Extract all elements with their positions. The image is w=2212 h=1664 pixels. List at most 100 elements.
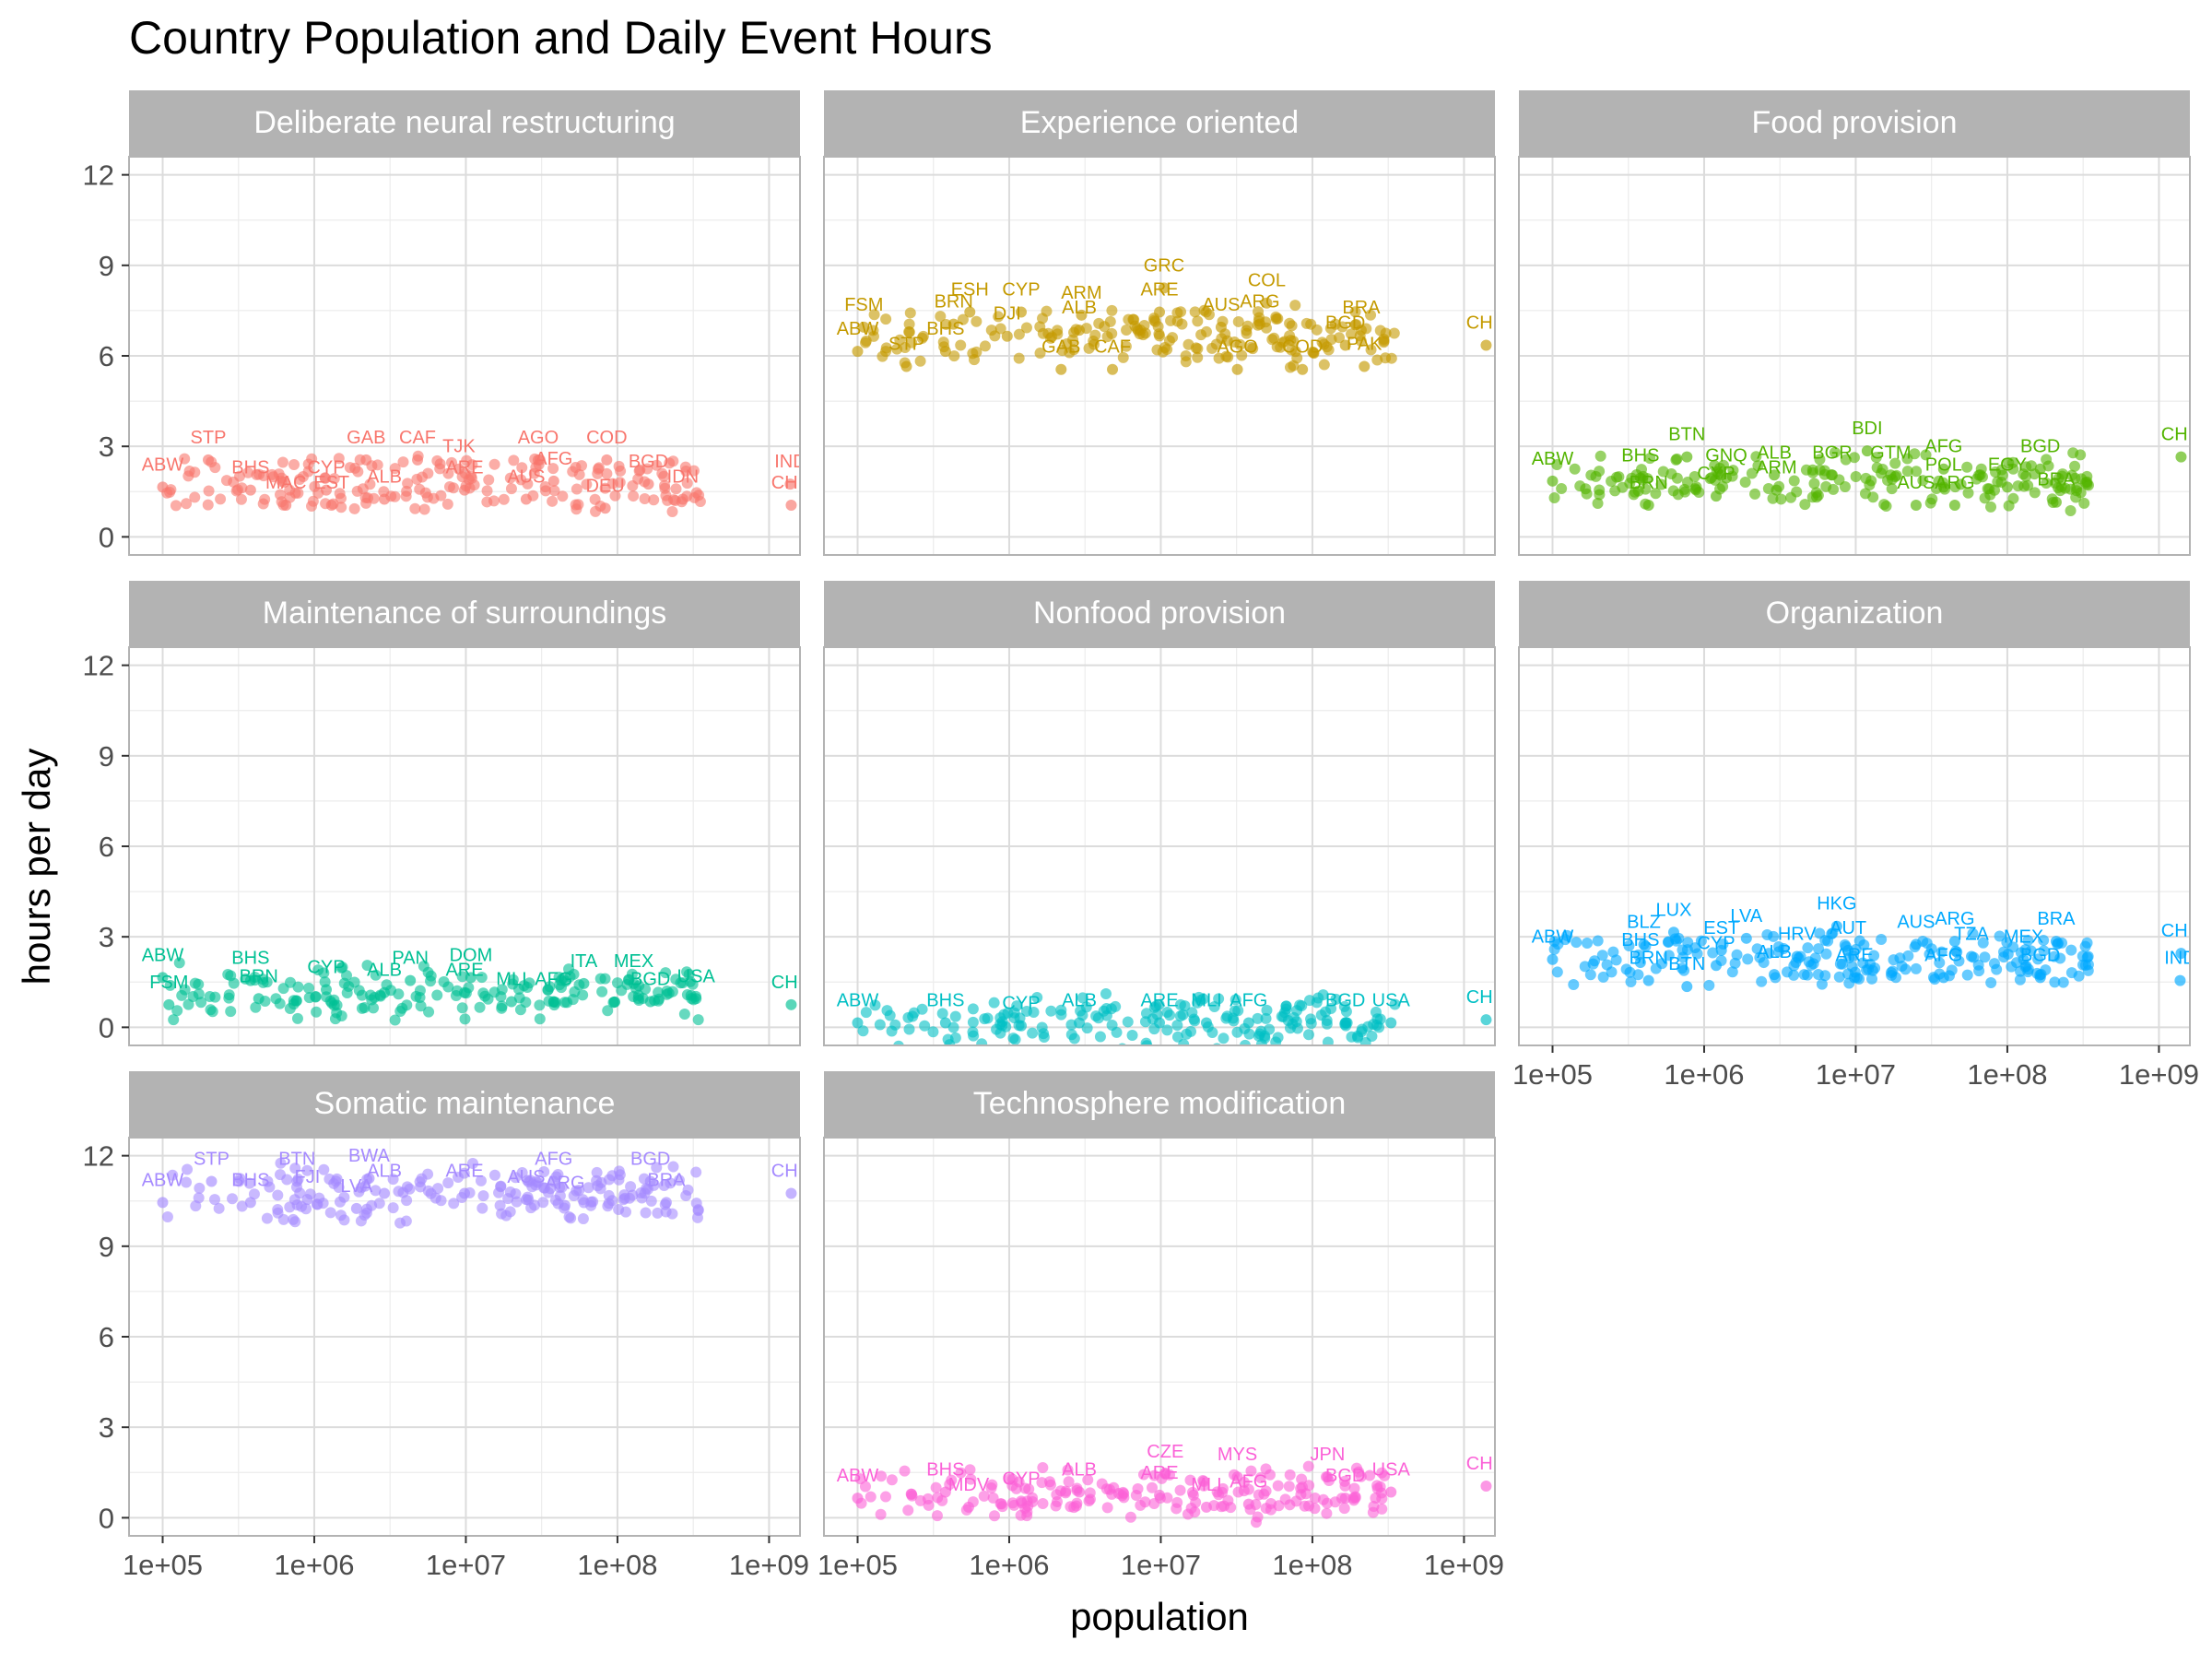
data-point: [1886, 966, 1898, 978]
data-point: [854, 1473, 866, 1485]
data-point: [652, 1207, 664, 1219]
country-label-abw: ABW: [1532, 449, 1574, 469]
data-point: [1013, 352, 1025, 364]
data-point: [504, 472, 516, 484]
data-point: [1962, 487, 1974, 499]
data-point: [1840, 454, 1852, 466]
data-point: [2065, 505, 2077, 517]
data-point: [1277, 1010, 1289, 1022]
data-point-alb: [379, 986, 391, 998]
data-point: [1346, 328, 1358, 340]
data-point-abw: [852, 1017, 864, 1029]
data-point-afg: [1937, 972, 1949, 984]
data-point: [281, 1174, 293, 1186]
data-point: [270, 993, 282, 1005]
data-point: [324, 1207, 336, 1219]
country-label-bgd: BGD: [1325, 1466, 1365, 1486]
country-label-chn: CHN: [771, 1162, 811, 1182]
data-point: [168, 1014, 180, 1026]
data-point: [914, 355, 926, 367]
data-point-aus: [1910, 500, 1922, 511]
data-point: [632, 989, 644, 1001]
country-label-bhs: BHS: [926, 319, 964, 339]
data-point: [348, 502, 360, 514]
data-point: [515, 474, 527, 486]
data-point: [1198, 1476, 1210, 1488]
data-point: [1208, 1000, 1220, 1012]
y-tick-label: 3: [99, 431, 114, 463]
data-point: [1318, 338, 1330, 350]
data-point-alb: [1769, 469, 1781, 481]
data-point: [876, 1470, 888, 1482]
data-point: [907, 1010, 919, 1022]
data-point: [1679, 486, 1691, 498]
data-point: [193, 1192, 205, 1204]
data-point: [306, 501, 318, 513]
data-point: [860, 336, 872, 348]
data-point: [1376, 1503, 1388, 1515]
data-point: [1254, 1472, 1266, 1484]
data-point-mli: [1200, 1501, 1212, 1513]
data-point: [1062, 1464, 1074, 1476]
data-point: [1886, 483, 1898, 495]
data-point: [613, 1174, 625, 1186]
data-point-arm: [1771, 484, 1783, 496]
data-point: [682, 1184, 694, 1196]
data-point: [1556, 483, 1568, 495]
data-point: [227, 1193, 239, 1205]
y-tick-label: 0: [99, 1502, 114, 1534]
data-point: [1101, 1502, 1113, 1514]
data-point: [867, 330, 879, 342]
data-point: [410, 990, 422, 1002]
country-label-brn: BRN: [935, 292, 973, 313]
data-point: [365, 989, 377, 1001]
data-point-mli: [1200, 1017, 1212, 1029]
data-point: [1181, 1028, 1193, 1040]
data-point: [361, 960, 373, 972]
data-point: [1192, 315, 1204, 327]
data-point: [544, 981, 556, 993]
data-point: [639, 492, 651, 504]
data-point: [328, 473, 340, 485]
data-point: [179, 453, 191, 465]
data-point: [1785, 491, 1797, 503]
data-point: [1929, 974, 1941, 985]
data-point: [1037, 1497, 1049, 1509]
data-point: [1985, 501, 1997, 513]
x-tick-label: 1e+07: [1121, 1549, 1201, 1581]
data-point: [397, 456, 409, 468]
panel-strip: [1519, 90, 2190, 157]
data-point: [886, 1474, 898, 1486]
data-point: [1749, 488, 1761, 500]
data-point: [613, 1165, 625, 1177]
data-point: [181, 498, 193, 510]
data-point: [334, 1196, 346, 1208]
data-point: [1317, 1493, 1329, 1505]
y-tick-label: 6: [99, 831, 114, 863]
data-point-gab: [1055, 363, 1067, 375]
data-point: [1128, 313, 1140, 325]
data-point-abw: [852, 346, 864, 358]
data-point: [692, 1014, 704, 1026]
country-label-are: ARE: [445, 458, 483, 478]
data-point: [1044, 1479, 1056, 1491]
data-point: [661, 985, 673, 997]
country-label-hrv: HRV: [1778, 924, 1818, 944]
country-label-est: EST: [1703, 918, 1739, 938]
data-point-mdv: [962, 1501, 974, 1513]
country-label-cyp: CYP: [1002, 994, 1040, 1014]
data-point: [955, 339, 967, 351]
data-point: [1065, 1501, 1077, 1513]
data-point: [613, 460, 625, 472]
data-point: [1876, 934, 1888, 946]
data-point: [1075, 1005, 1087, 1017]
country-label-pol: POL: [1925, 454, 1962, 475]
data-point-btn: [1681, 451, 1693, 463]
data-point: [272, 1207, 284, 1219]
data-point: [1038, 1028, 1050, 1040]
data-point: [2073, 970, 2085, 982]
data-point: [370, 969, 382, 981]
data-point-pol: [1937, 481, 1949, 493]
